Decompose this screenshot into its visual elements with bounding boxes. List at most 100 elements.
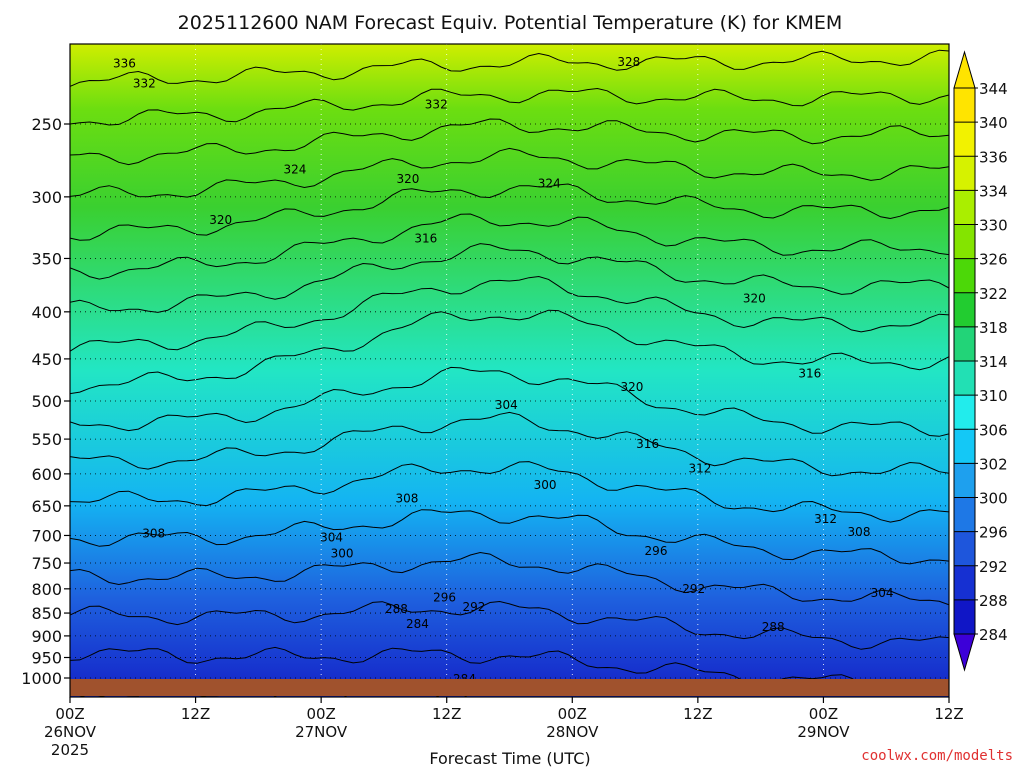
colorbar-label: 306 xyxy=(979,421,1008,439)
contour-label: 292 xyxy=(462,600,485,614)
x-tick-label: 00Z xyxy=(558,705,587,723)
contour-line xyxy=(70,183,949,241)
contour-label: 324 xyxy=(284,162,307,176)
ground-surface xyxy=(70,679,949,696)
contour-label: 296 xyxy=(645,544,668,558)
y-tick-label: 850 xyxy=(31,604,62,623)
colorbar-label: 296 xyxy=(979,524,1008,542)
contour-line xyxy=(70,461,949,523)
contour-label: 304 xyxy=(320,531,343,545)
contour-label: 288 xyxy=(762,620,785,634)
contour-line xyxy=(70,600,949,650)
colorbar-swatch xyxy=(954,429,975,464)
y-tick-label: 1000 xyxy=(21,669,62,688)
colorbar-label: 302 xyxy=(979,455,1008,473)
colorbar-swatch xyxy=(954,88,975,123)
colorbar: 344 340 336 334 330 326 322 318 314 310 306 302 300 2… xyxy=(953,50,1008,672)
colorbar-label: 336 xyxy=(979,148,1008,166)
contour-label: 332 xyxy=(425,97,448,111)
colorbar-label: 330 xyxy=(979,217,1008,235)
contour-label: 304 xyxy=(871,586,894,600)
y-tick-label: 900 xyxy=(31,627,62,646)
x-tick-label: 12Z xyxy=(934,705,963,723)
y-tick-label: 400 xyxy=(31,303,62,322)
colorbar-swatch xyxy=(954,156,975,191)
y-axis: 250 300 350 400 450 500 550 600 650 700 750 800 850 9… xyxy=(21,115,70,688)
contour-label: 292 xyxy=(682,582,705,596)
contour-label: 320 xyxy=(620,380,643,394)
contour-label: 308 xyxy=(395,491,418,505)
y-tick-label: 350 xyxy=(31,249,62,268)
contour-line xyxy=(70,275,949,352)
plot-frame xyxy=(69,43,950,698)
colorbar-label: 318 xyxy=(979,319,1008,337)
credit-text: coolwx.com/modelts xyxy=(861,748,1013,764)
colorbar-label: 284 xyxy=(979,626,1008,644)
contour-label: 336 xyxy=(113,57,136,71)
x-tick-label: 00Z xyxy=(809,705,838,723)
contour-line xyxy=(70,213,949,280)
contour-label: 300 xyxy=(534,478,557,492)
colorbar-label: 326 xyxy=(979,251,1008,269)
colorbar-swatch xyxy=(954,463,975,498)
contour-label: 324 xyxy=(538,176,561,190)
x-tick-label: 00Z xyxy=(306,705,335,723)
colorbar-label: 288 xyxy=(979,592,1008,610)
colorbar-swatch xyxy=(954,497,975,533)
colorbar-label: 344 xyxy=(979,80,1008,98)
y-tick-label: 750 xyxy=(31,554,62,573)
colorbar-swatch xyxy=(954,122,975,157)
contour-label: 288 xyxy=(385,602,408,616)
colorbar-swatch xyxy=(954,224,975,260)
colorbar-label: 300 xyxy=(979,490,1008,508)
x-axis-title: Forecast Time (UTC) xyxy=(429,749,590,768)
contour-label: 300 xyxy=(331,546,354,560)
contour-label: 328 xyxy=(617,55,640,69)
colorbar-label: 314 xyxy=(979,353,1008,371)
contour-label: 308 xyxy=(142,527,165,541)
contour-line xyxy=(70,49,949,87)
contour-label: 320 xyxy=(209,213,232,227)
contour-label: 308 xyxy=(848,525,871,539)
theta-e-contours xyxy=(70,49,949,697)
y-tick-label: 250 xyxy=(31,115,62,134)
colorbar-swatch xyxy=(954,292,975,328)
contour-line xyxy=(70,87,949,126)
chart-title: 2025112600 NAM Forecast Equiv. Potential… xyxy=(178,12,843,34)
contour-label: 312 xyxy=(688,461,711,475)
theta-e-bands xyxy=(70,50,949,738)
colorbar-label: 322 xyxy=(979,285,1008,303)
colorbar-label: 292 xyxy=(979,558,1008,576)
contour-line xyxy=(70,118,949,166)
contour-line xyxy=(70,243,949,313)
contour-label: 320 xyxy=(743,292,766,306)
x-tick-date: 27NOV xyxy=(295,723,348,741)
colorbar-swatch xyxy=(954,565,975,601)
plot-background xyxy=(70,44,949,697)
x-tick-label: 12Z xyxy=(683,705,712,723)
y-tick-label: 700 xyxy=(31,526,62,545)
contour-line xyxy=(70,366,949,437)
y-tick-label: 800 xyxy=(31,580,62,599)
colorbar-swatch xyxy=(954,190,975,225)
contour-label: 312 xyxy=(814,512,837,526)
x-tick-date: 28NOV xyxy=(546,723,599,741)
colorbar-swatch xyxy=(954,326,975,362)
x-tick-year: 2025 xyxy=(51,741,89,759)
colorbar-max-triangle xyxy=(953,50,976,89)
contour-line xyxy=(70,551,949,606)
contour-line xyxy=(70,309,949,395)
colorbar-swatch xyxy=(954,361,975,396)
plot-area: 3363323323283243243203203163203203163043… xyxy=(70,44,949,738)
contour-labels: 3363323323283243243203203163203203163043… xyxy=(113,55,894,686)
colorbar-swatch xyxy=(954,258,975,294)
contour-label: 316 xyxy=(414,232,437,246)
x-tick-date: 29NOV xyxy=(797,723,850,741)
y-tick-label: 450 xyxy=(31,350,62,369)
colorbar-label: 310 xyxy=(979,387,1008,405)
x-tick-label: 00Z xyxy=(55,705,84,723)
contour-line xyxy=(70,646,949,692)
x-tick-label: 12Z xyxy=(432,705,461,723)
